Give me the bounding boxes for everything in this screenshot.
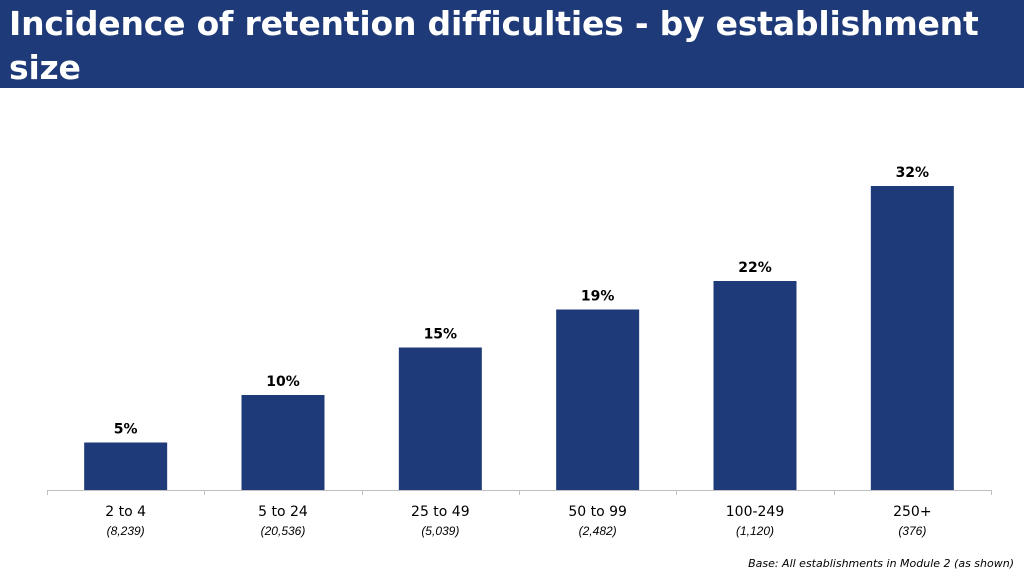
data-label-2: 10% xyxy=(266,374,300,390)
bar-2 xyxy=(241,395,325,490)
bar-4 xyxy=(556,309,640,490)
bar-3 xyxy=(398,347,482,490)
base-size-label-4: (2,482) xyxy=(579,524,617,538)
data-label-4: 19% xyxy=(581,289,615,305)
base-size-label-2: (20,536) xyxy=(261,524,306,538)
category-label-3: 25 to 49 xyxy=(411,504,470,520)
base-footnote: Base: All establishments in Module 2 (as… xyxy=(748,557,1014,570)
category-label-1: 2 to 4 xyxy=(105,504,146,520)
data-label-1: 5% xyxy=(114,422,138,438)
data-label-6: 32% xyxy=(896,165,930,181)
bar-1 xyxy=(84,442,168,490)
category-label-4: 50 to 99 xyxy=(568,504,627,520)
category-label-6: 250+ xyxy=(893,504,931,520)
base-size-label-6: (376) xyxy=(898,524,926,538)
category-label-2: 5 to 24 xyxy=(258,504,308,520)
title-bar: Incidence of retention difficulties - by… xyxy=(0,0,1024,88)
data-label-3: 15% xyxy=(424,327,458,343)
bar-5 xyxy=(713,281,797,490)
bar-6 xyxy=(870,186,954,490)
base-size-label-5: (1,120) xyxy=(736,524,774,538)
base-size-label-1: (8,239) xyxy=(107,524,145,538)
data-label-5: 22% xyxy=(738,260,772,276)
base-size-label-3: (5,039) xyxy=(421,524,459,538)
category-label-5: 100-249 xyxy=(726,504,785,520)
page-title: Incidence of retention difficulties - by… xyxy=(9,4,979,87)
